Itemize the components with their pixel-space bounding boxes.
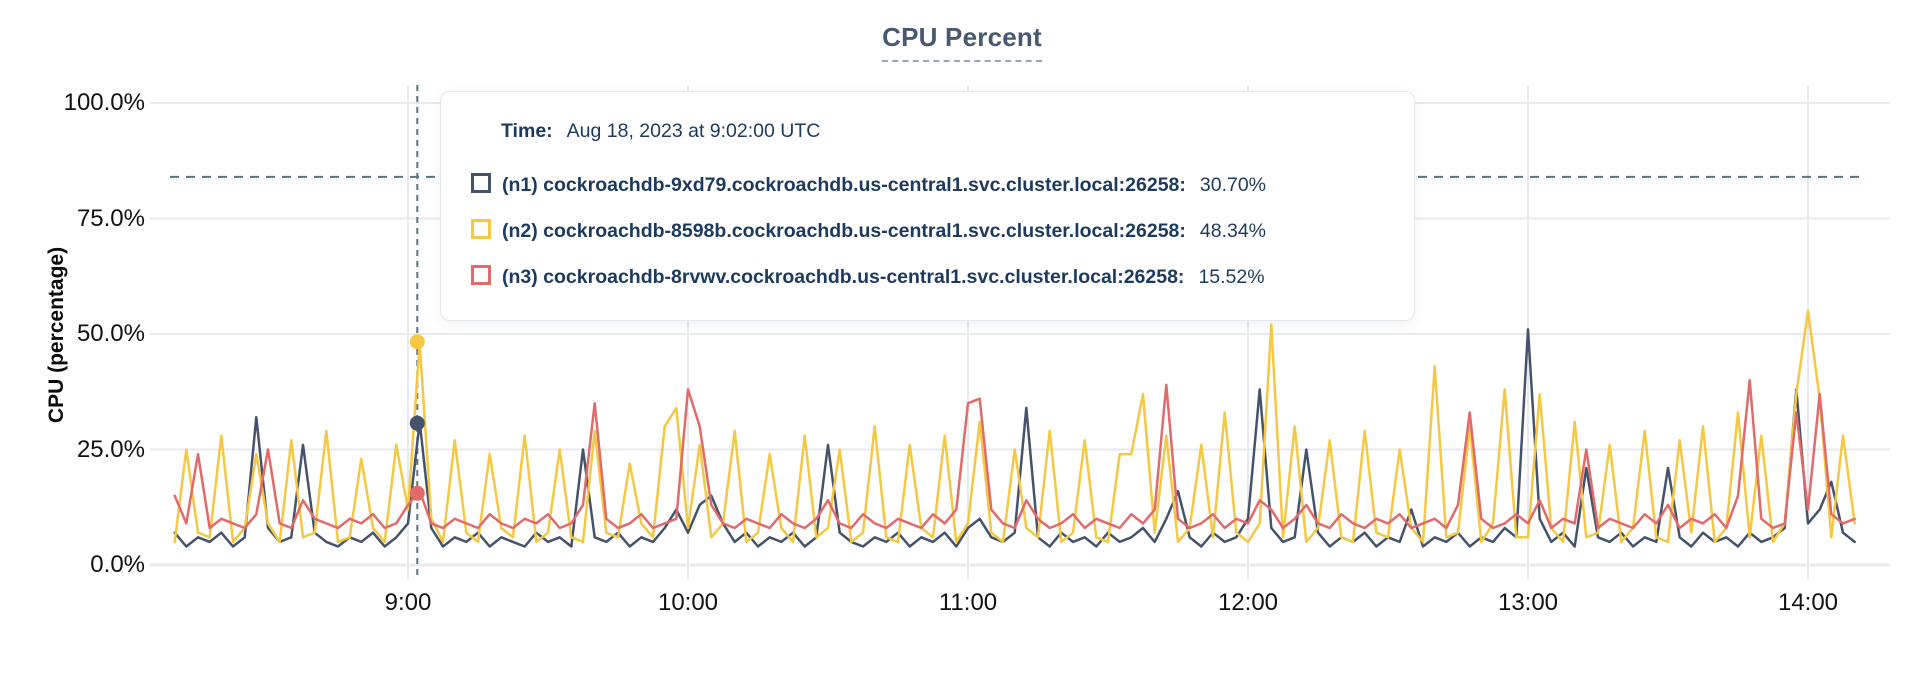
chart-header: CPU Percent <box>0 22 1924 62</box>
y-tick-label: 100.0% <box>63 89 145 116</box>
y-tick-label: 50.0% <box>76 320 145 347</box>
tooltip-series-row-n1: (n1) cockroachdb-9xd79.cockroachdb.us-ce… <box>471 173 1266 197</box>
x-tick-label: 10:00 <box>657 589 719 616</box>
chart-title[interactable]: CPU Percent <box>882 22 1042 62</box>
series-line-n2[interactable] <box>173 309 1856 544</box>
tooltip-series-label: (n1) cockroachdb-9xd79.cockroachdb.us-ce… <box>502 174 1186 196</box>
tooltip-time-row: Time: Aug 18, 2023 at 9:02:00 UTC <box>501 120 820 143</box>
y-tick-label: 25.0% <box>76 435 145 463</box>
hover-point-n1 <box>409 415 425 431</box>
tooltip-series-value: 30.70% <box>1199 174 1267 196</box>
series-swatch-n1-icon <box>471 173 491 193</box>
tooltip-series-value: 48.34% <box>1199 220 1267 242</box>
hover-point-n3 <box>409 485 425 501</box>
x-tick-label: 12:00 <box>1217 589 1279 616</box>
tooltip-time-value: Aug 18, 2023 at 9:02:00 UTC <box>566 120 821 142</box>
tooltip-series-label: (n3) cockroachdb-8rvwv.cockroachdb.us-ce… <box>502 266 1185 288</box>
x-tick-label: 11:00 <box>938 589 998 616</box>
x-tick-label: 9:00 <box>384 589 432 616</box>
y-tick-label: 0.0% <box>90 551 145 578</box>
tooltip-series-value: 15.52% <box>1198 266 1265 288</box>
series-swatch-n3-icon <box>471 265 491 285</box>
tooltip-series-row-n2: (n2) cockroachdb-8598b.cockroachdb.us-ce… <box>471 219 1266 243</box>
hover-point-n2 <box>409 334 425 350</box>
series-line-n3[interactable] <box>173 378 1856 530</box>
series-swatch-n2-icon <box>471 219 491 239</box>
tooltip-series-label: (n2) cockroachdb-8598b.cockroachdb.us-ce… <box>502 220 1186 242</box>
tooltip-series-row-n3: (n3) cockroachdb-8rvwv.cockroachdb.us-ce… <box>471 265 1265 289</box>
chart-tooltip: Time: Aug 18, 2023 at 9:02:00 UTC (n1) co… <box>440 91 1415 321</box>
x-tick-label: 13:00 <box>1497 589 1559 616</box>
series-line-n1[interactable] <box>173 328 1856 548</box>
x-tick-label: 14:00 <box>1777 589 1839 616</box>
tooltip-time-label: Time: <box>501 120 553 142</box>
y-tick-label: 75.0% <box>76 204 145 232</box>
